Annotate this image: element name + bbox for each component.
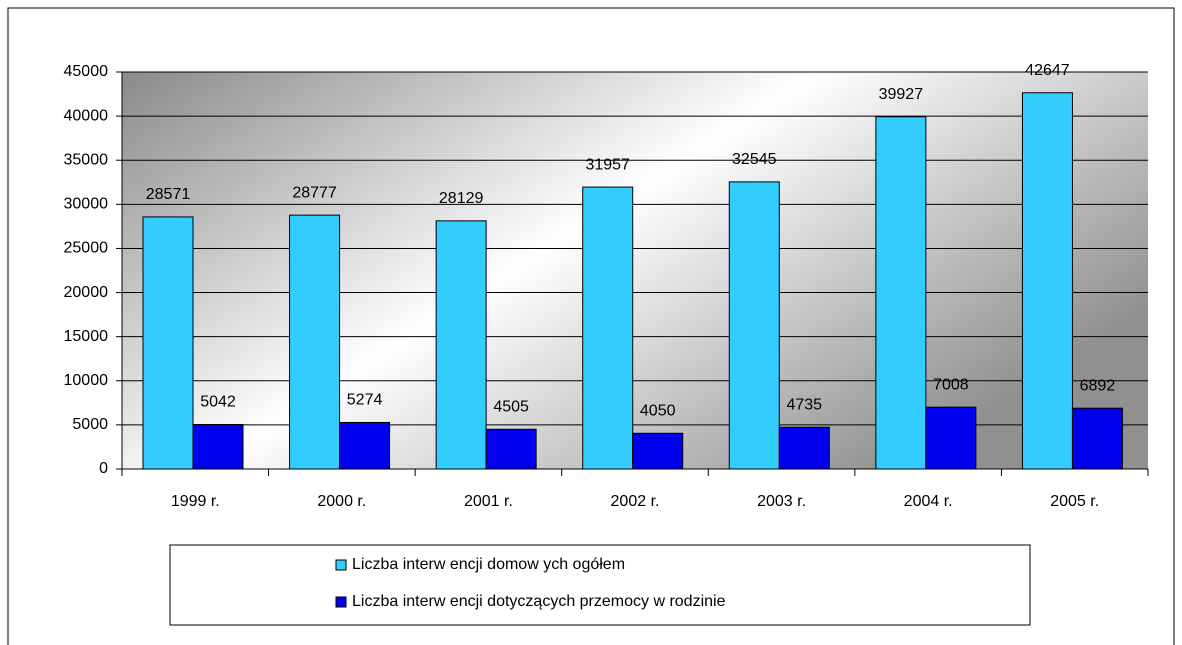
y-tick-label: 30000 [64,196,109,213]
data-label: 5042 [200,394,236,411]
y-tick-label: 0 [99,460,108,477]
x-tick-label: 1999 r. [171,493,220,510]
data-label: 28129 [439,190,484,207]
bar [192,424,244,470]
bar [582,186,634,470]
bar [632,432,684,470]
y-tick-label: 45000 [64,63,109,80]
bar [485,428,537,470]
chart-border [7,7,1175,645]
y-tick-label: 35000 [64,151,109,168]
data-label: 7008 [933,376,969,393]
bar [1021,92,1073,470]
y-tick-label: 15000 [64,328,109,345]
data-label: 4735 [786,396,822,413]
bar [778,426,830,470]
data-label: 4050 [640,402,676,419]
x-tick-label: 2004 r. [904,493,953,510]
data-label: 4505 [493,398,529,415]
legend-label: Liczba interw encji dotyczących przemocy… [352,593,726,610]
bar [875,116,927,470]
legend-swatch [335,596,347,608]
y-tick-label: 5000 [72,416,108,433]
plot-area [122,72,1148,469]
y-tick-label: 20000 [64,284,109,301]
bar [289,214,341,470]
x-tick-label: 2002 r. [611,493,660,510]
bar [339,421,391,470]
bar [1071,407,1123,470]
x-tick-label: 2003 r. [757,493,806,510]
data-label: 6892 [1080,377,1116,394]
data-label: 5274 [347,392,383,409]
data-label: 31957 [585,156,630,173]
data-label: 32545 [732,151,777,168]
y-tick-label: 10000 [64,372,109,389]
y-tick-label: 25000 [64,240,109,257]
bar [925,406,977,470]
x-tick-label: 2000 r. [317,493,366,510]
x-tick-label: 2005 r. [1050,493,1099,510]
legend-swatch [335,559,347,571]
y-tick-label: 40000 [64,107,109,124]
bar [142,216,194,470]
legend-box [169,544,1031,626]
data-label: 42647 [1025,62,1070,79]
bar [728,181,780,470]
bar [435,220,487,470]
data-label: 28571 [146,186,191,203]
data-label: 28777 [292,184,337,201]
data-label: 39927 [879,86,924,103]
x-tick-label: 2001 r. [464,493,513,510]
legend-label: Liczba interw encji domow ych ogółem [352,556,625,573]
